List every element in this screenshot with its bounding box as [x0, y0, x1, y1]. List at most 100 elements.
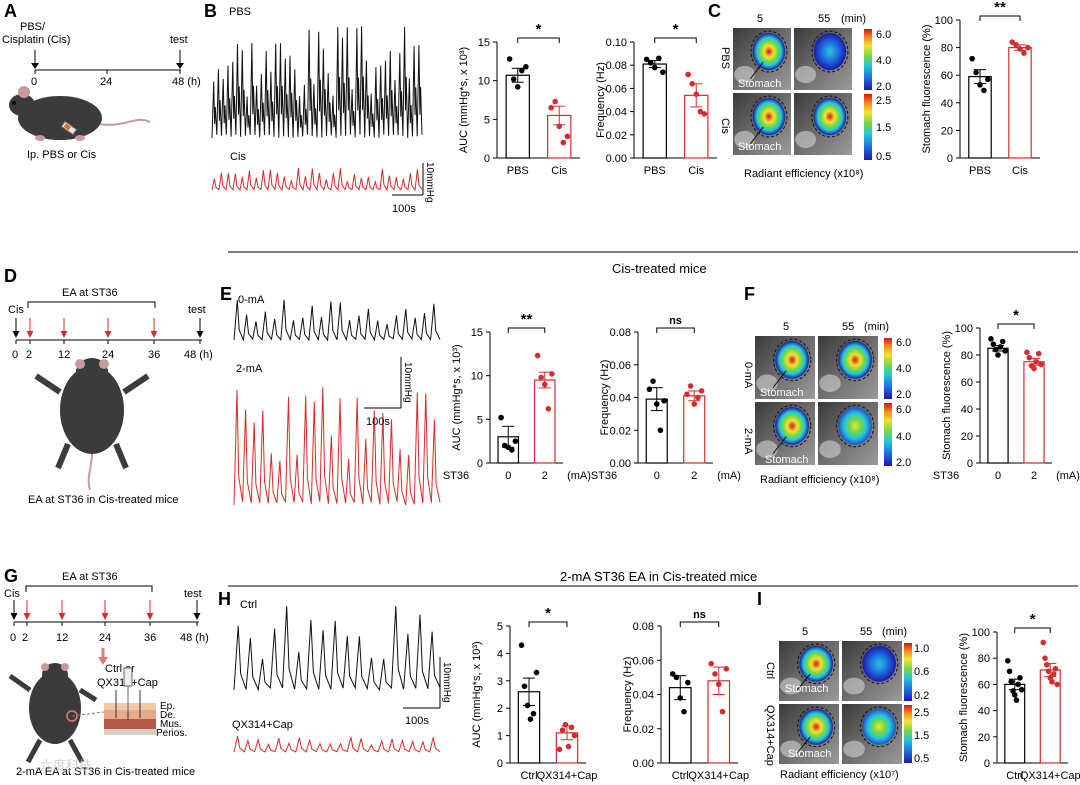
data-point [973, 69, 979, 76]
test-label: test [170, 34, 188, 46]
data-point [548, 104, 554, 111]
trace-label-0ma: 0-mA [238, 294, 265, 306]
data-point [701, 111, 708, 117]
y-tick-label: 40 [961, 404, 973, 416]
data-point [514, 84, 521, 90]
data-point [1049, 678, 1055, 685]
y-tick-label: 60 [961, 377, 973, 389]
panel-f: F 5 55 (min) 0-mA 2-mA Stomach Stomach 6… [742, 284, 911, 486]
colorbar-1-mid: 4.0 [876, 55, 891, 67]
significance-bracket [979, 15, 1021, 21]
fluorescence-signal [775, 341, 809, 379]
y-tick-label: 4 [497, 648, 503, 660]
panel-h: H Ctrl QX314+Cap 10mmHg 100s [218, 589, 452, 753]
data-point [689, 80, 695, 87]
significance-bracket [679, 621, 720, 627]
data-point [1004, 658, 1011, 664]
y-tick-label: 20 [961, 431, 973, 443]
treatment-label-line1: PBS/ [20, 21, 46, 33]
significance-label: ns [669, 315, 682, 327]
colorbar-2-low: 0.5 [876, 151, 891, 163]
panel-d-caption: EA at ST36 in Cis-treated mice [28, 494, 178, 506]
fluorescence-signal [799, 645, 833, 682]
tick-0: 0 [12, 349, 18, 361]
ea-title: EA at ST36 [62, 571, 118, 583]
category-label: 0 [654, 470, 660, 482]
data-point [715, 681, 722, 688]
pressure-trace-pbs [211, 26, 423, 139]
category-label: PBS [969, 165, 991, 177]
colorbar-2-mid: 1.5 [914, 730, 929, 742]
fluorescence-signal [838, 341, 872, 379]
data-point [538, 374, 544, 381]
data-point [999, 338, 1006, 345]
category-label: Cis [551, 165, 567, 177]
data-point [556, 123, 563, 130]
data-point [1026, 354, 1033, 361]
colorbar-2 [904, 705, 912, 763]
data-point [650, 378, 656, 384]
colorbar-2 [864, 94, 872, 160]
significance-bracket [654, 37, 697, 43]
arrow-head [193, 613, 201, 620]
row-label-2ma: 2-mA [742, 428, 754, 455]
data-point [719, 708, 726, 715]
panel-g-caption: 2-mA EA at ST36 in Cis-treated mice [16, 766, 195, 778]
y-tick-label: 5 [477, 414, 483, 426]
significance-label: * [673, 21, 679, 38]
data-point [512, 438, 519, 444]
panel-b-letter: B [204, 1, 217, 21]
data-point [527, 716, 534, 722]
significance-label: * [1030, 611, 1036, 628]
panel-e: E 0-mA 2-mA 10mmHg 100s [220, 284, 441, 506]
significance-bracket [1014, 627, 1051, 633]
section-header-cis-treated: Cis-treated mice [612, 261, 707, 276]
tick-2: 2 [26, 349, 32, 361]
scalebar-v-label: 10mmHg [424, 162, 435, 203]
colorbar-1 [864, 29, 872, 90]
chart-e-frequency: 0.00 0.02 0.04 0.06 0.08 Frequency (Hz) 0 2 ST36… [591, 315, 741, 482]
data-point [995, 352, 1001, 358]
category-label: QX314+Cap [1020, 770, 1080, 782]
imaging-grid-i [779, 641, 902, 764]
row-label-cis: Cis [719, 118, 731, 134]
tick-24: 24 [102, 349, 114, 361]
data-point [1038, 361, 1044, 368]
radiant-efficiency-label: Radiant efficiency (x10⁸) [760, 474, 879, 486]
time-label-55: 55 [860, 626, 872, 638]
stomach-roi [797, 706, 836, 748]
scalebar-h-label: 100s [366, 416, 390, 428]
stomach-label-1: Stomach [738, 78, 781, 90]
significance-label: ** [994, 0, 1006, 16]
panel-a-letter: A [4, 1, 17, 21]
y-tick-label: 10 [471, 371, 483, 383]
colorbar-2-high: 2.5 [876, 95, 891, 107]
data-point [681, 708, 687, 715]
data-point [988, 336, 994, 342]
pressure-trace-cis [211, 168, 423, 192]
data-point [981, 87, 987, 94]
data-point [1043, 661, 1050, 668]
fluorescence-signal [752, 97, 786, 136]
category-label: 0 [995, 470, 1001, 482]
arrow-head [12, 331, 20, 338]
colorbar-1-high: 6.0 [876, 29, 891, 41]
row-label-pbs: PBS [719, 47, 731, 69]
panel-h-letter: H [218, 589, 231, 609]
y-axis-label: AUC (mmHg*s, x 10³) [451, 344, 463, 450]
stomach-pointer [772, 370, 787, 388]
trace-label-ctrl: Ctrl [240, 599, 257, 611]
data-point [992, 346, 999, 353]
y-tick-label: 0 [484, 153, 490, 165]
mouse-prone-illustration [34, 358, 150, 491]
arrow-head [58, 613, 66, 620]
y-axis-label: Stomach fluorescence (%) [921, 25, 933, 154]
category-label: PBS [644, 165, 666, 177]
data-point [530, 710, 537, 717]
time-label-5: 5 [783, 321, 789, 333]
data-point [712, 671, 718, 677]
arrow-head [101, 613, 109, 620]
chart-h-frequency: 0.00 0.02 0.04 0.06 0.08 Frequency (Hz) Ctrl QX… [622, 609, 749, 782]
